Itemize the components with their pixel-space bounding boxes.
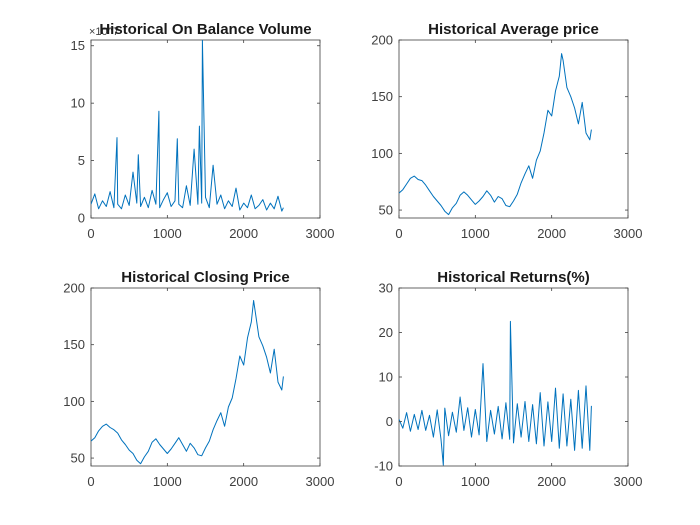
average-price-axes-box	[398, 39, 629, 219]
average-price-subplot: 0 1000 2000 3000 50 100 150 200 Historical Avera…	[371, 21, 642, 241]
obv-y-tick-label: 0	[78, 211, 85, 226]
returns-x-tick-label: 1000	[461, 474, 490, 489]
returns-x-tick-label: 2000	[537, 474, 566, 489]
average-price-x-tick-label: 3000	[614, 226, 643, 241]
returns-y-tick-label: 20	[379, 325, 393, 340]
average-price-y-tick-label: 200	[371, 33, 393, 48]
closing-price-title: Historical Closing Price	[121, 269, 289, 286]
closing-price-y-tick-label: 150	[63, 337, 85, 352]
closing-price-subplot: 0 1000 2000 3000 50 100 150 200 Historical Closi…	[63, 269, 334, 489]
obv-y-tick-label: 10	[71, 96, 85, 111]
returns-y-tick-label: -10	[374, 459, 393, 474]
obv-series-line	[91, 40, 284, 212]
closing-price-y-tick-label: 100	[63, 394, 85, 409]
obv-y-tick-label: 15	[71, 38, 85, 53]
average-price-title: Historical Average price	[428, 21, 599, 38]
average-price-x-tick-label: 0	[395, 226, 402, 241]
returns-x-tick-label: 3000	[614, 474, 643, 489]
average-price-y-tick-label: 150	[371, 89, 393, 104]
returns-x-tick-label: 0	[395, 474, 402, 489]
returns-series-line	[399, 320, 592, 466]
returns-title: Historical Returns(%)	[437, 269, 590, 286]
closing-price-axes-box	[90, 287, 321, 467]
returns-y-tick-label: 0	[386, 414, 393, 429]
closing-price-series-line	[91, 300, 284, 465]
closing-price-y-tick-label: 50	[71, 451, 85, 466]
obv-x-tick-label: 2000	[229, 226, 258, 241]
obv-x-tick-label: 3000	[306, 226, 335, 241]
obv-y-exponent-label: ×10^7	[89, 26, 119, 38]
obv-y-tick-label: 5	[78, 153, 85, 168]
average-price-series-line	[399, 53, 592, 216]
obv-x-tick-label: 0	[87, 226, 94, 241]
average-price-x-tick-label: 1000	[461, 226, 490, 241]
average-price-y-tick-label: 50	[379, 203, 393, 218]
closing-price-y-tick-label: 200	[63, 281, 85, 296]
closing-price-x-tick-label: 2000	[229, 474, 258, 489]
average-price-y-tick-label: 100	[371, 146, 393, 161]
closing-price-x-tick-label: 1000	[153, 474, 182, 489]
returns-y-tick-label: 10	[379, 370, 393, 385]
obv-title: Historical On Balance Volume	[99, 21, 311, 38]
closing-price-x-tick-label: 0	[87, 474, 94, 489]
average-price-x-tick-label: 2000	[537, 226, 566, 241]
obv-x-tick-label: 1000	[153, 226, 182, 241]
returns-y-tick-label: 30	[379, 281, 393, 296]
closing-price-x-tick-label: 3000	[306, 474, 335, 489]
obv-axes-box	[90, 39, 321, 219]
